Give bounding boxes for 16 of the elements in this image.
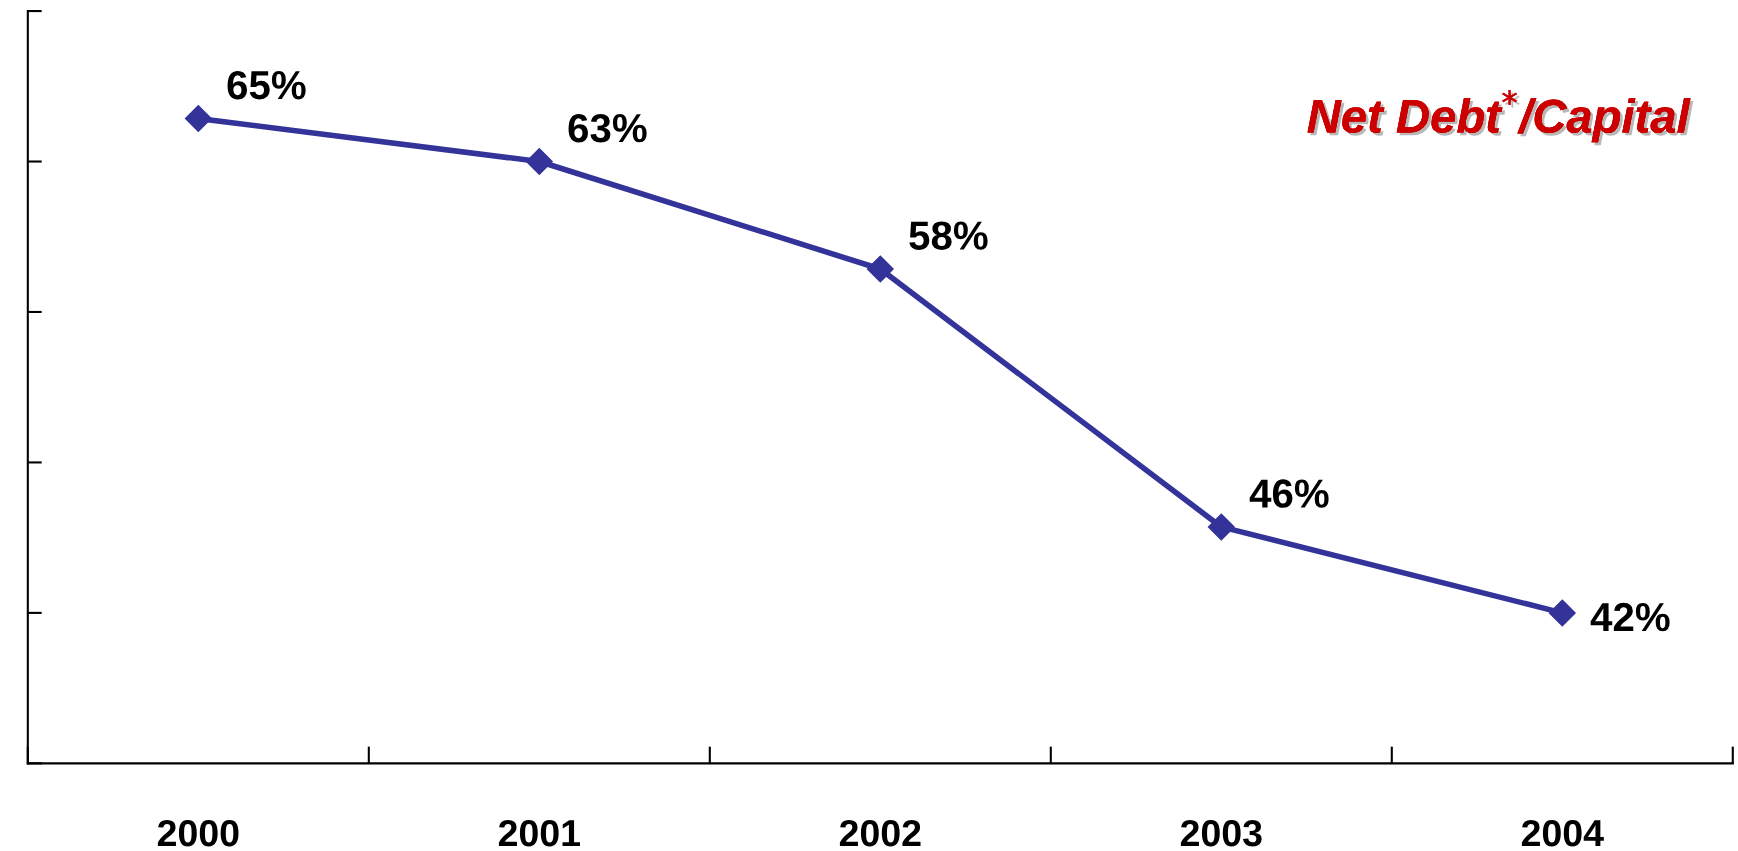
point	[525, 148, 553, 175]
data-label: 63%	[568, 113, 647, 143]
x-tick-label: 2000	[157, 819, 239, 847]
point	[866, 255, 894, 283]
x-tick-label: 2004	[1521, 819, 1604, 847]
x-tick-label: 2003	[1180, 819, 1262, 847]
point	[1548, 599, 1576, 627]
data-label: 65%	[227, 70, 306, 100]
point	[184, 105, 212, 132]
x-tick-label: 2002	[839, 819, 921, 847]
data-label: 58%	[909, 221, 988, 250]
data-label: 46%	[1249, 479, 1329, 508]
point	[1207, 513, 1235, 541]
data-label: 42%	[1590, 602, 1670, 632]
text: Net Debt$^{*}$/Capital	[1307, 89, 1694, 146]
x-tick-label: 2001	[498, 819, 580, 847]
